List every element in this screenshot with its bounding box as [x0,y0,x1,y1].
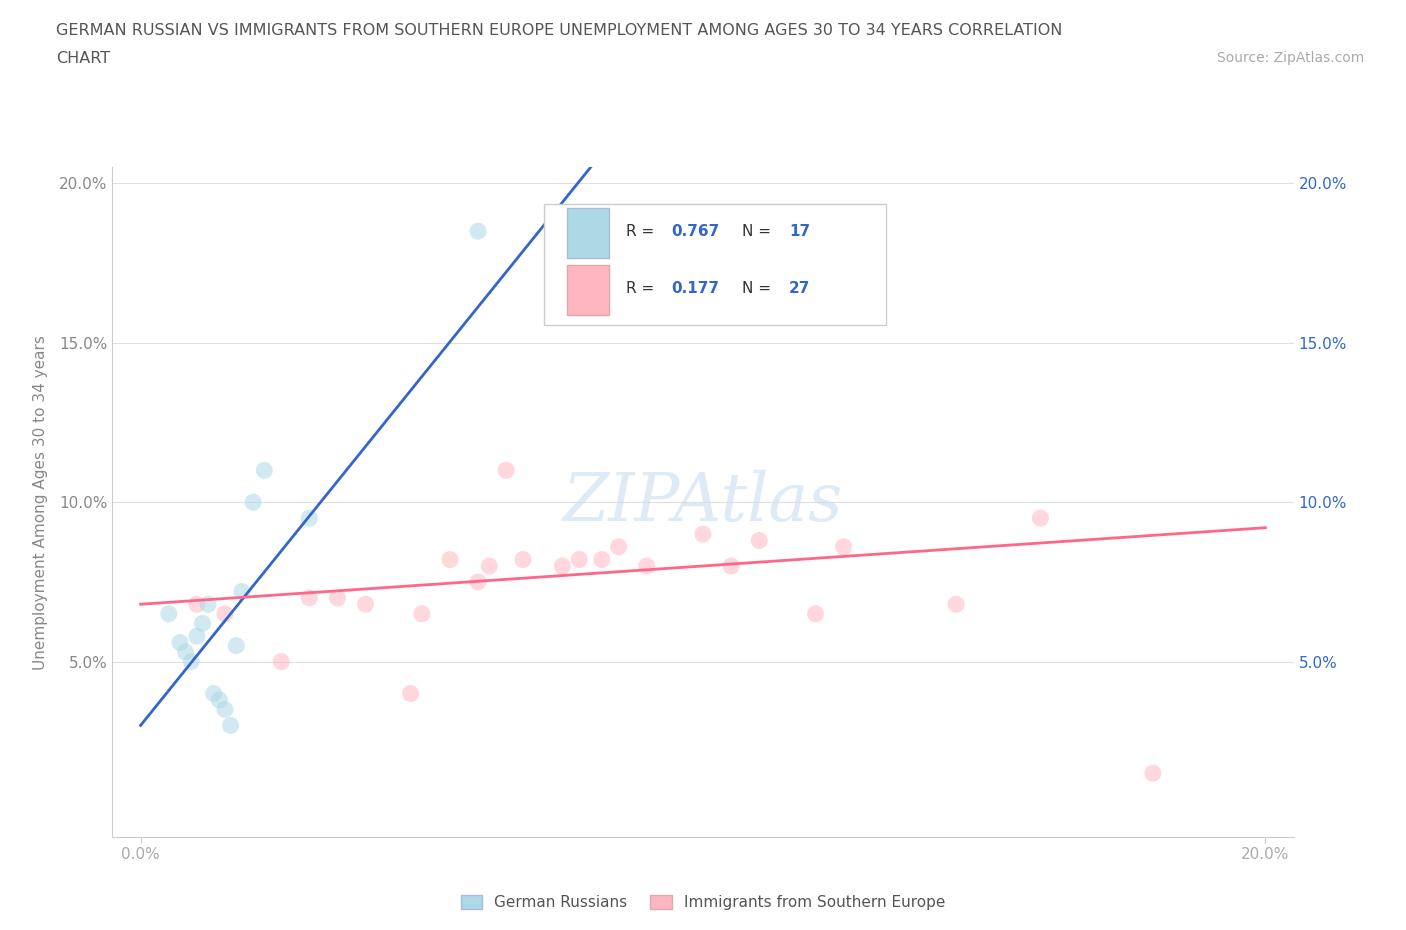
Point [748,533,770,548]
Point [219,718,242,733]
Text: 17: 17 [789,224,810,239]
Point [231,584,253,599]
Point [439,552,461,567]
Point [1142,765,1164,780]
Point [568,552,591,567]
FancyBboxPatch shape [567,265,609,315]
Point [411,606,433,621]
Point [174,644,197,659]
Point [591,552,613,567]
Point [945,597,967,612]
Point [225,638,247,653]
Point [832,539,855,554]
Text: 27: 27 [789,281,811,296]
Point [214,606,236,621]
Point [399,686,422,701]
Point [512,552,534,567]
Point [720,559,742,574]
Point [692,526,714,541]
Point [467,224,489,239]
Point [664,272,686,286]
Point [1029,511,1052,525]
Text: ZIPAtlas: ZIPAtlas [562,470,844,535]
Point [495,463,517,478]
Point [191,616,214,631]
FancyBboxPatch shape [567,208,609,259]
Point [197,597,219,612]
Point [298,591,321,605]
Y-axis label: Unemployment Among Ages 30 to 34 years: Unemployment Among Ages 30 to 34 years [34,335,48,670]
Point [169,635,191,650]
Point [253,463,276,478]
Point [214,702,236,717]
Point [186,629,208,644]
Point [186,597,208,612]
Point [551,559,574,574]
Text: GERMAN RUSSIAN VS IMMIGRANTS FROM SOUTHERN EUROPE UNEMPLOYMENT AMONG AGES 30 TO : GERMAN RUSSIAN VS IMMIGRANTS FROM SOUTHE… [56,23,1063,38]
Point [607,539,630,554]
Text: N =: N = [742,224,776,239]
Text: R =: R = [626,281,659,296]
Point [326,591,349,605]
Point [208,693,231,708]
Point [804,606,827,621]
Point [467,575,489,590]
Text: R =: R = [626,224,659,239]
Point [270,654,292,669]
Point [478,559,501,574]
Text: CHART: CHART [56,51,110,66]
Text: 0.177: 0.177 [671,281,718,296]
FancyBboxPatch shape [544,205,886,325]
Point [242,495,264,510]
Point [636,559,658,574]
Point [298,511,321,525]
Point [354,597,377,612]
Point [180,654,202,669]
Point [202,686,225,701]
Text: Source: ZipAtlas.com: Source: ZipAtlas.com [1216,51,1364,65]
Point [157,606,180,621]
Text: N =: N = [742,281,776,296]
Text: 0.767: 0.767 [671,224,720,239]
Legend: German Russians, Immigrants from Southern Europe: German Russians, Immigrants from Souther… [454,889,952,916]
